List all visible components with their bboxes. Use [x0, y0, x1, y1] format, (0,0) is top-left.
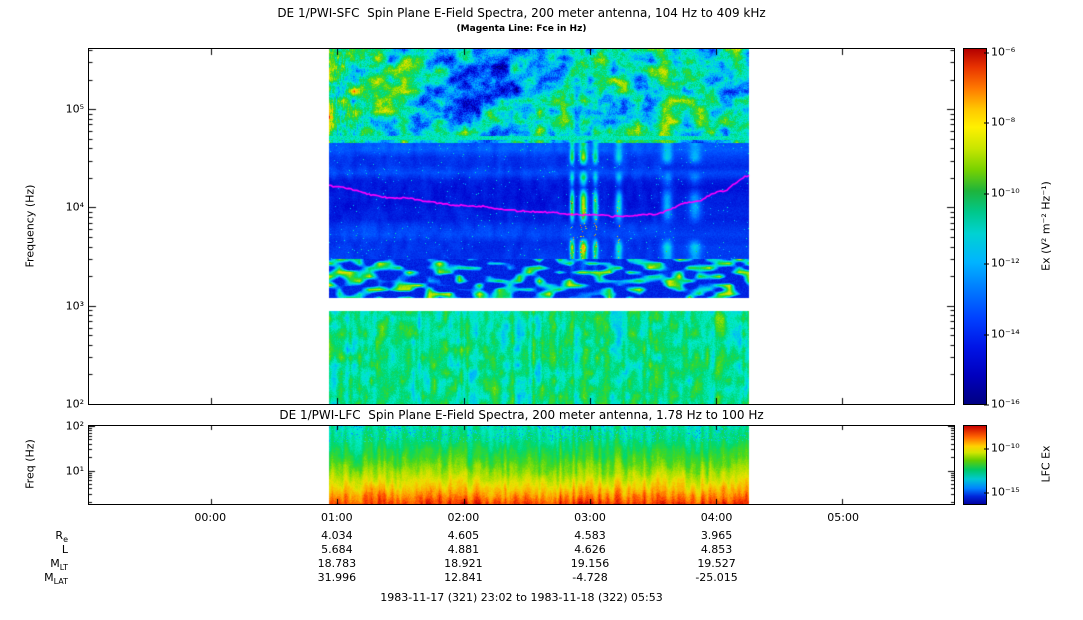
ephemeris-label-mlt: MLT	[50, 557, 68, 573]
lfc-spectrogram-canvas	[89, 426, 954, 504]
ephemeris-value: 12.841	[444, 571, 483, 584]
lfc-colorbar-tick-1e-15: 10⁻¹⁵	[984, 485, 1020, 499]
lfc-y-tick-1e1: 10¹	[65, 464, 84, 478]
ephemeris-value: 19.156	[570, 557, 610, 570]
x-tick-0400: 04:00	[700, 511, 733, 524]
ephemeris-value: -4.728	[572, 571, 608, 584]
sfc-y-tick-1e3: 10³	[65, 299, 84, 313]
ephemeris-value: 4.626	[574, 543, 606, 556]
lfc-y-tick-1e2: 10²	[65, 419, 84, 433]
sfc-spectrogram-panel	[88, 48, 955, 405]
time-range-caption: 1983-11-17 (321) 23:02 to 1983-11-18 (32…	[380, 591, 663, 604]
ephemeris-value: 4.881	[447, 543, 480, 556]
x-tick-0500: 05:00	[827, 511, 860, 524]
ephemeris-label-re: Re	[55, 529, 68, 545]
x-tick-0100: 01:00	[320, 511, 353, 524]
lfc-colorbar-label: LFC Ex	[1039, 445, 1053, 483]
sfc-colorbar-tick-1e-6: 10⁻⁶	[983, 45, 1016, 59]
sfc-y-tick-1e5: 10⁵	[65, 102, 84, 116]
lfc-colorbar-tick-1e-10: 10⁻¹⁰	[984, 441, 1020, 455]
x-tick-0200: 02:00	[447, 511, 480, 524]
page-title: DE 1/PWI-SFC Spin Plane E-Field Spectra,…	[277, 6, 766, 20]
x-tick-0000: 00:00	[194, 511, 227, 524]
ephemeris-value: 4.034	[321, 529, 353, 542]
ephemeris-value: 18.921	[444, 557, 483, 570]
ephemeris-value: 4.605	[447, 529, 480, 542]
ephemeris-value: -25.015	[695, 571, 738, 584]
ephemeris-value: 19.527	[697, 557, 736, 570]
sfc-y-tick-1e2: 10²	[65, 397, 84, 411]
ephemeris-row-mlat: MLAT 31.996 12.841 -4.728 -25.015	[0, 571, 1083, 587]
sfc-colorbar-tick-1e-10: 10⁻¹⁰	[984, 186, 1020, 200]
sfc-spectrogram-canvas	[89, 49, 954, 404]
lfc-y-axis-label: Freq (Hz)	[23, 439, 37, 489]
sfc-colorbar-tick-1e-16: 10⁻¹⁶	[984, 397, 1020, 411]
sfc-colorbar-tick-1e-14: 10⁻¹⁴	[984, 327, 1020, 341]
sfc-colorbar-label: Ex (V² m⁻² Hz⁻¹)	[1039, 181, 1053, 271]
ephemeris-row-l: L 5.684 4.881 4.626 4.853	[0, 543, 1083, 556]
page-subtitle: (Magenta Line: Fce in Hz)	[456, 24, 587, 34]
lfc-colorbar	[963, 425, 987, 505]
ephemeris-value: 18.783	[317, 557, 357, 570]
ephemeris-value: 4.853	[700, 543, 733, 556]
ephemeris-label-l: L	[61, 543, 68, 556]
ephemeris-value: 5.684	[321, 543, 353, 556]
ephemeris-value: 31.996	[317, 571, 357, 584]
sfc-y-axis-label: Frequency (Hz)	[23, 184, 37, 268]
lfc-panel-title: DE 1/PWI-LFC Spin Plane E-Field Spectra,…	[279, 408, 764, 422]
ephemeris-value: 4.583	[574, 529, 606, 542]
ephemeris-value: 3.965	[700, 529, 733, 542]
ephemeris-row-re: Re 4.034 4.605 4.583 3.965	[0, 529, 1083, 545]
ephemeris-label-mlat: MLAT	[44, 571, 68, 587]
lfc-spectrogram-panel	[88, 425, 955, 505]
sfc-colorbar-tick-1e-8: 10⁻⁸	[983, 115, 1016, 129]
sfc-colorbar-tick-1e-12: 10⁻¹²	[984, 256, 1020, 270]
ephemeris-row-mlt: MLT 18.783 18.921 19.156 19.527	[0, 557, 1083, 573]
sfc-y-tick-1e4: 10⁴	[65, 200, 84, 214]
sfc-colorbar	[963, 48, 987, 405]
x-tick-0300: 03:00	[574, 511, 606, 524]
